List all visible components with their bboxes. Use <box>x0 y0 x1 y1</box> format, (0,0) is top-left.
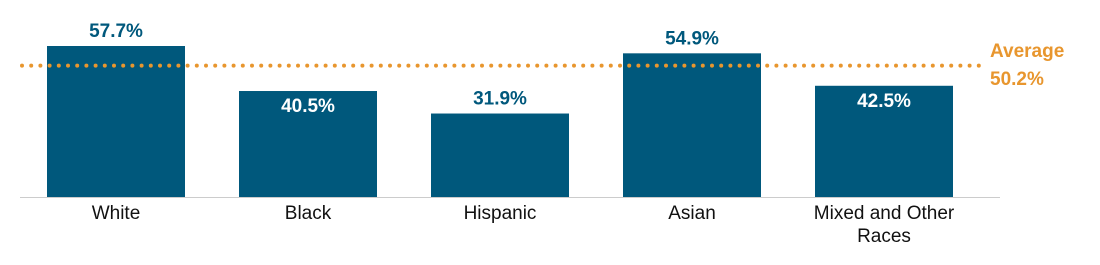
bar <box>431 113 569 197</box>
bar <box>239 91 377 197</box>
value-label: 31.9% <box>473 89 527 110</box>
bar <box>623 53 761 198</box>
x-tick-label: White <box>91 203 141 224</box>
bar <box>47 45 185 197</box>
x-tick-label: Black <box>284 203 332 224</box>
average-label: Average <box>990 41 1064 62</box>
bar <box>815 85 953 197</box>
x-tick-label: Hispanic <box>463 203 537 224</box>
value-label: 40.5% <box>281 96 335 117</box>
x-tick-label: Mixed and Other Races <box>813 203 955 247</box>
value-label: 42.5% <box>857 91 911 112</box>
value-label: 57.7% <box>89 21 143 42</box>
average-value-label: 50.2% <box>990 69 1044 90</box>
value-label: 54.9% <box>665 28 719 49</box>
x-tick-label: Asian <box>668 203 716 224</box>
